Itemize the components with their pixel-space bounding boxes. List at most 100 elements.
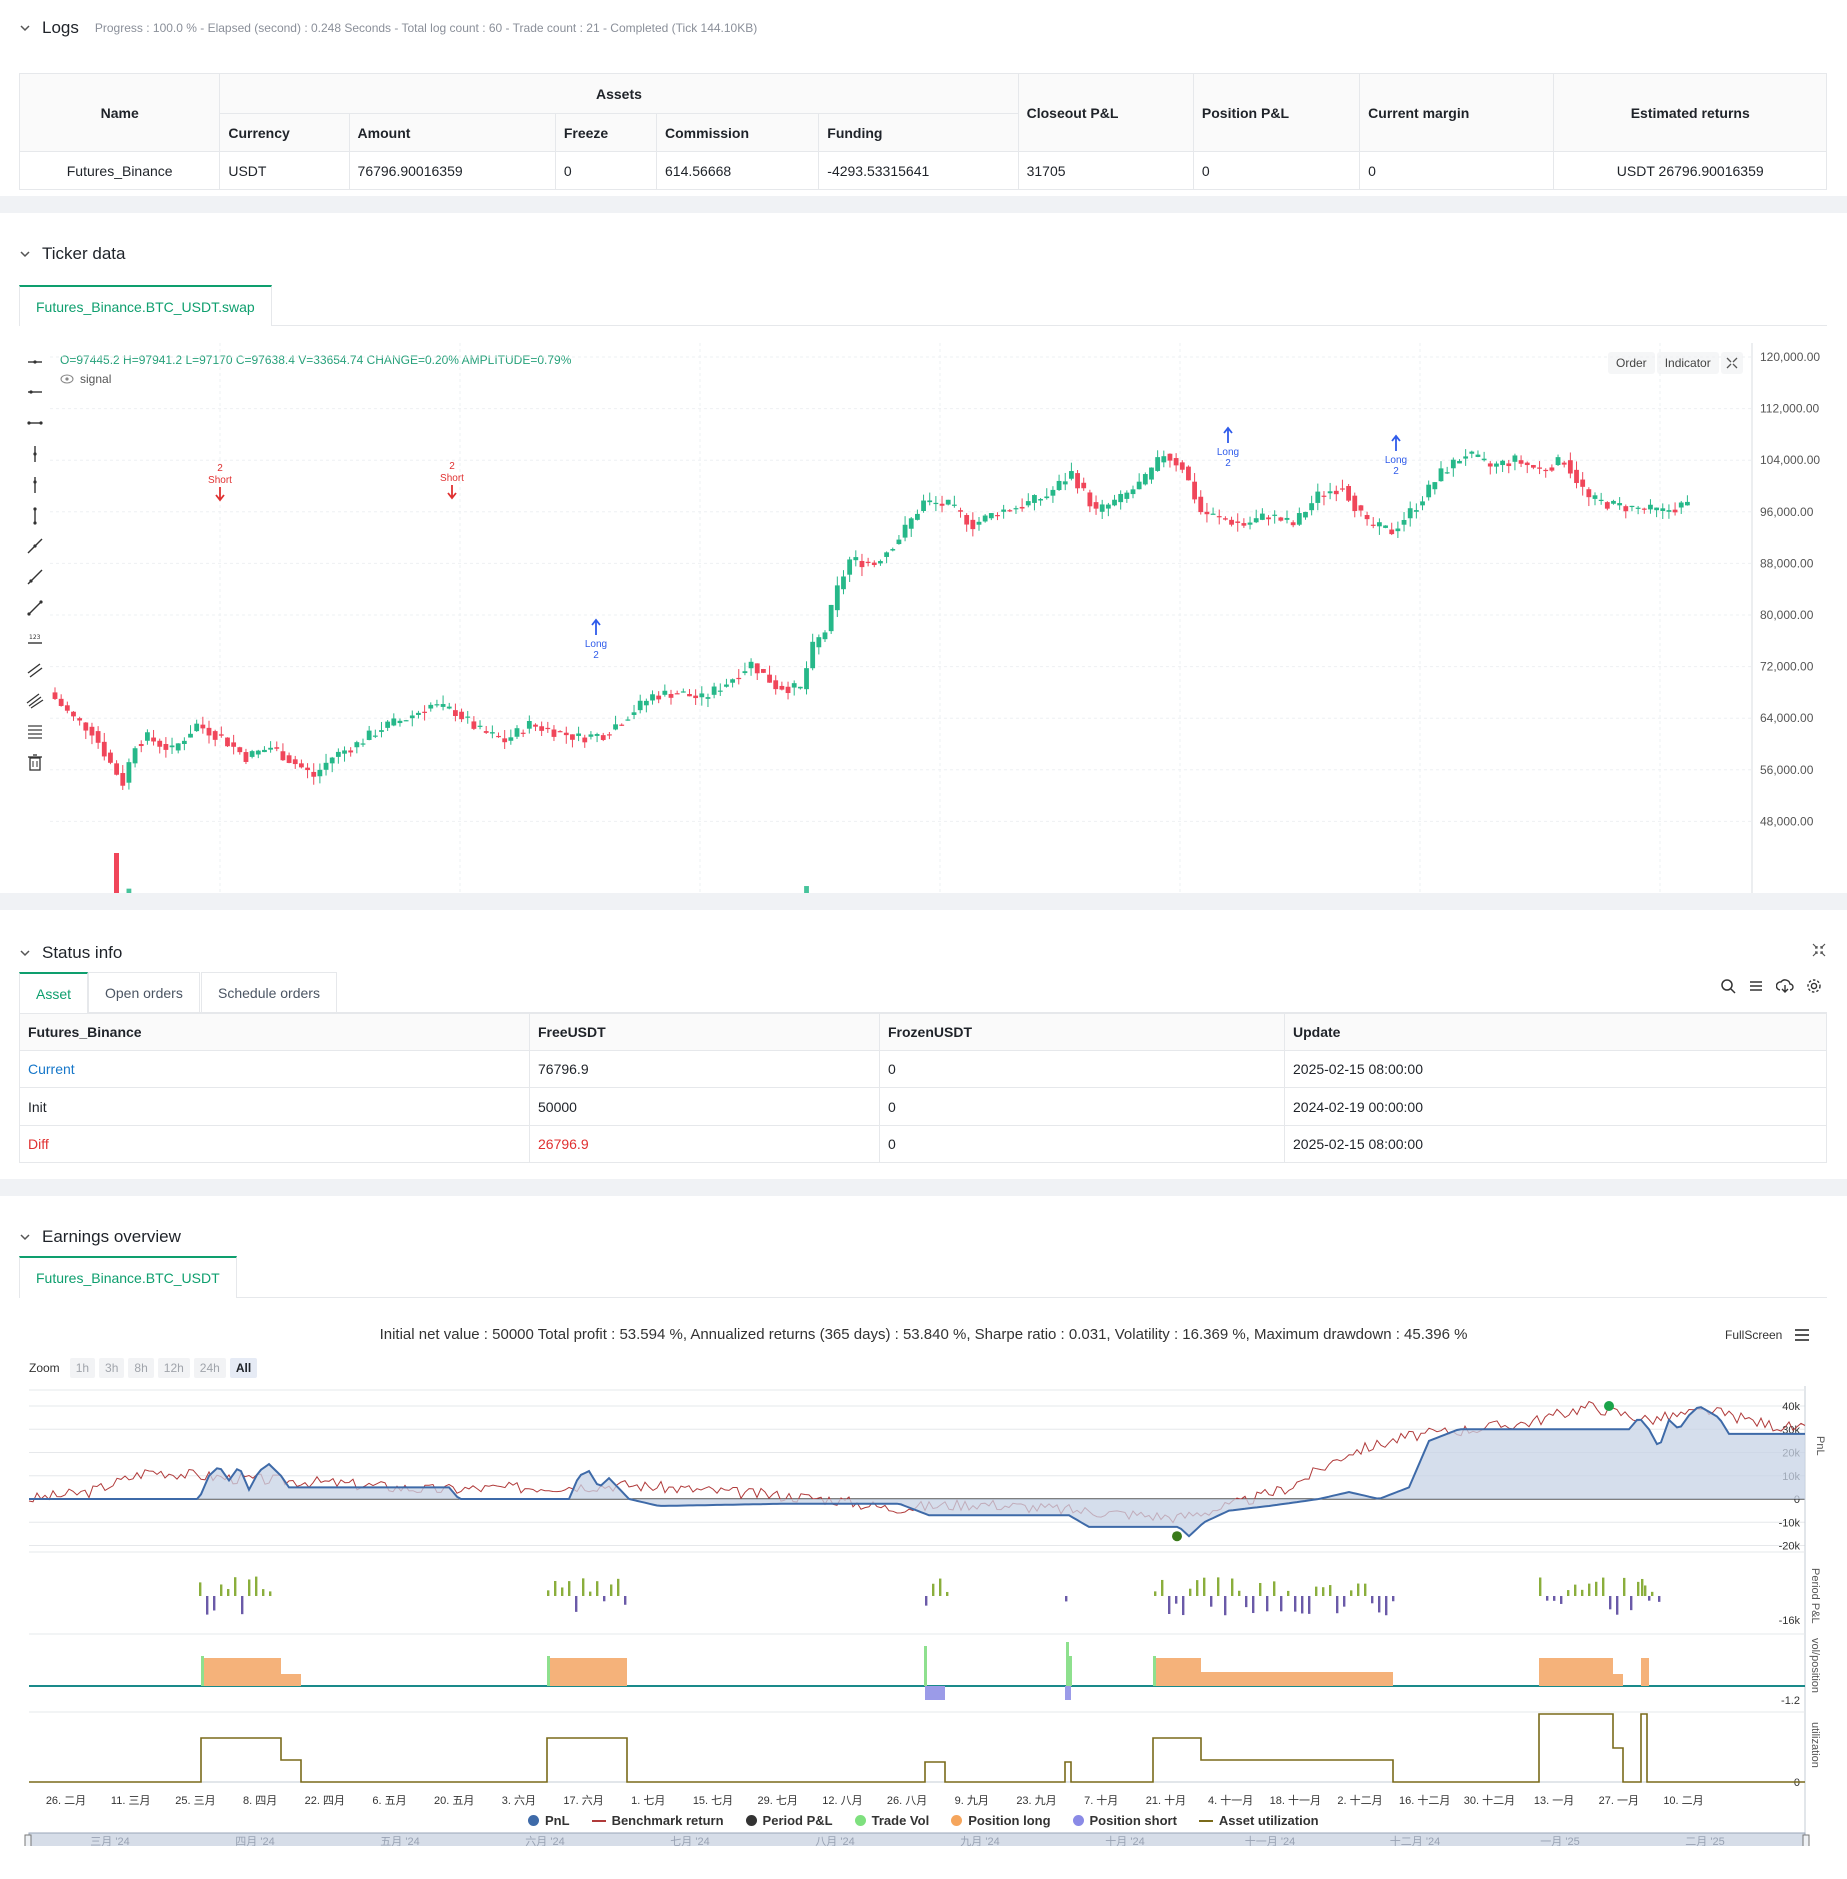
- fibonacci-icon[interactable]: [26, 722, 44, 740]
- zoom-12h-button[interactable]: 12h: [157, 1358, 190, 1378]
- zoom-24h-button[interactable]: 24h: [193, 1358, 226, 1378]
- candle-body: [243, 752, 249, 762]
- candle-body: [1512, 455, 1518, 462]
- cloud-download-icon[interactable]: [1776, 978, 1794, 994]
- price-label-icon[interactable]: 123: [26, 630, 44, 648]
- trend-line-icon[interactable]: [26, 537, 44, 555]
- legend-item[interactable]: PnL: [528, 1813, 570, 1828]
- zoom-1h-button[interactable]: 1h: [69, 1358, 96, 1378]
- signal-count: 2: [449, 461, 455, 472]
- legend-item[interactable]: Trade Vol: [854, 1813, 929, 1828]
- order-button[interactable]: Order: [1608, 352, 1655, 374]
- legend-item[interactable]: Position short: [1072, 1813, 1177, 1828]
- candle-body: [71, 711, 76, 717]
- candle-body: [791, 683, 797, 688]
- period-bar: [1588, 1583, 1591, 1596]
- chevron-down-icon[interactable]: [18, 946, 32, 960]
- period-bar: [262, 1589, 265, 1596]
- candle-body: [1013, 508, 1019, 510]
- trash-icon[interactable]: [26, 753, 44, 771]
- pitchfork-icon[interactable]: [26, 691, 44, 709]
- trade-vol-bar: [1069, 1656, 1072, 1686]
- zoom-3h-button[interactable]: 3h: [99, 1358, 125, 1378]
- candle-body: [1685, 501, 1690, 506]
- vertical-line-icon[interactable]: [26, 445, 44, 463]
- candle-body: [1136, 481, 1142, 490]
- legend-item[interactable]: Asset utilization: [1198, 1813, 1319, 1828]
- search-icon[interactable]: [1720, 978, 1736, 994]
- candle-body: [1204, 511, 1210, 515]
- position-long-bar: [547, 1658, 627, 1686]
- legend-item[interactable]: Period P&L: [745, 1813, 833, 1828]
- candle-body: [705, 697, 711, 699]
- x-tick-label: 26. 二月: [46, 1795, 86, 1807]
- ray-line-icon[interactable]: [26, 568, 44, 586]
- tab-open-orders[interactable]: Open orders: [88, 972, 200, 1013]
- tab-asset[interactable]: Asset: [19, 972, 89, 1013]
- candle-body: [508, 737, 514, 741]
- signal-label: Short: [208, 475, 232, 486]
- table-row: Futures_Binance USDT 76796.90016359 0 61…: [18, 151, 1827, 190]
- collapse-icon[interactable]: [1811, 942, 1827, 958]
- segment-line-icon[interactable]: [26, 599, 44, 617]
- ticker-header[interactable]: Ticker data: [18, 244, 125, 264]
- candle-body: [249, 751, 255, 757]
- period-bar: [1616, 1596, 1619, 1615]
- candle-body: [1537, 467, 1542, 469]
- horizontal-segment-icon[interactable]: [26, 414, 44, 432]
- list-icon[interactable]: [1748, 978, 1764, 994]
- fullscreen-button[interactable]: FullScreen: [1725, 1328, 1810, 1342]
- logs-header[interactable]: Logs Progress : 100.0 % - Elapsed (secon…: [18, 18, 757, 38]
- horizontal-line-icon[interactable]: [26, 353, 44, 371]
- period-bar: [1648, 1596, 1651, 1601]
- zoom-8h-button[interactable]: 8h: [128, 1358, 154, 1378]
- chevron-down-icon[interactable]: [18, 1230, 32, 1244]
- candlestick-chart[interactable]: 120,000.00 112,000.00 104,000.00 96,000.00 8…: [0, 333, 1847, 893]
- status-header[interactable]: Status info: [18, 943, 122, 963]
- candle-body: [483, 731, 489, 733]
- candle-body: [89, 726, 95, 736]
- vertical-ray-icon[interactable]: [26, 476, 44, 494]
- candle-body: [1666, 510, 1672, 512]
- candle-body: [921, 500, 926, 511]
- period-bar: [547, 1590, 550, 1596]
- eye-icon[interactable]: [60, 374, 74, 384]
- pnl-tick-label: 40k: [1782, 1401, 1800, 1413]
- candle-body: [1641, 508, 1647, 510]
- tab-ticker-symbol[interactable]: Futures_Binance.BTC_USDT.swap: [19, 285, 272, 326]
- navigator-tick-label: 十月 '24: [1105, 1834, 1144, 1846]
- signal-toggle[interactable]: signal: [60, 372, 111, 386]
- zoom-all-button[interactable]: All: [229, 1358, 258, 1378]
- tab-earnings-symbol[interactable]: Futures_Binance.BTC_USDT: [19, 1256, 237, 1298]
- candle-body: [896, 539, 902, 545]
- horizontal-ray-icon[interactable]: [26, 383, 44, 401]
- gear-icon[interactable]: [1806, 978, 1822, 994]
- legend-item[interactable]: Benchmark return: [591, 1813, 724, 1828]
- candle-body: [1309, 503, 1315, 511]
- candle-body: [1518, 460, 1524, 464]
- chevron-down-icon[interactable]: [18, 21, 32, 35]
- earnings-header[interactable]: Earnings overview: [18, 1227, 181, 1247]
- legend-label: Asset utilization: [1218, 1813, 1319, 1828]
- candle-body: [551, 729, 557, 737]
- candle-body: [748, 661, 754, 669]
- tab-schedule-orders[interactable]: Schedule orders: [201, 972, 337, 1013]
- status-section: Status info Asset Open orders Schedule o…: [0, 910, 1847, 1179]
- candle-body: [1629, 505, 1635, 508]
- candle-body: [286, 755, 292, 763]
- candle-body: [1210, 513, 1216, 515]
- candle-body: [1192, 481, 1197, 500]
- col-margin: Current margin: [1359, 73, 1555, 152]
- candle-body: [145, 732, 150, 741]
- cell-free: 76796.9: [529, 1050, 880, 1088]
- candle-body: [360, 743, 366, 745]
- menu-icon[interactable]: [1794, 1328, 1810, 1342]
- vertical-segment-icon[interactable]: [26, 507, 44, 525]
- candle-body: [416, 712, 421, 715]
- parallel-channel-icon[interactable]: [26, 661, 44, 679]
- chevron-down-icon[interactable]: [18, 247, 32, 261]
- util-tick-label: 0: [1794, 1777, 1800, 1789]
- legend-item[interactable]: Position long: [951, 1813, 1051, 1828]
